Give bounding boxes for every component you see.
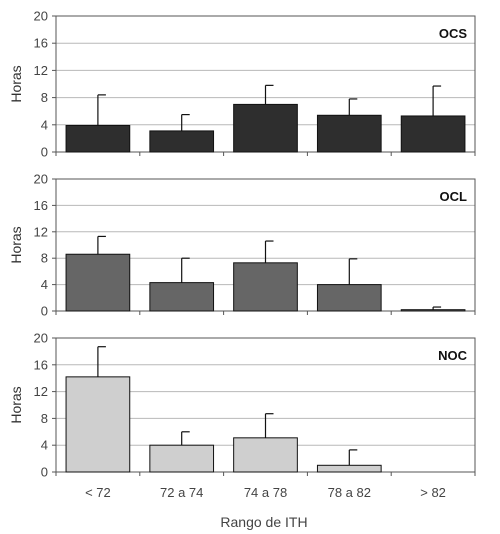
chart-panel-ocl: 0 4 8 12 16 20 Horas OCL	[8, 172, 476, 319]
panel-title: OCL	[440, 189, 468, 204]
y-tick-label: 8	[41, 411, 48, 426]
panel-title: OCS	[439, 26, 468, 41]
bar	[65, 253, 131, 312]
y-tick-label: 16	[34, 198, 48, 213]
x-tick-label: < 72	[85, 485, 111, 500]
x-axis-label: Rango de ITH	[220, 514, 307, 530]
bar	[65, 124, 131, 153]
bar	[316, 284, 382, 312]
y-axis-label: Horas	[8, 65, 24, 102]
bar	[233, 437, 298, 473]
y-tick-label: 16	[34, 357, 48, 372]
y-tick-label: 0	[41, 304, 48, 319]
panel-title: NOC	[438, 348, 468, 363]
y-tick-label: 4	[41, 117, 48, 132]
bar	[149, 444, 215, 473]
bar	[65, 376, 131, 473]
y-tick-label: 12	[34, 63, 48, 78]
y-tick-label: 4	[41, 277, 48, 292]
y-axis-label: Horas	[8, 386, 24, 423]
bar	[400, 115, 466, 153]
chart-panel-noc: 0 4 8 12 16 20 Horas NOC	[8, 331, 476, 480]
y-tick-label: 12	[34, 224, 48, 239]
y-tick-label: 20	[34, 9, 48, 24]
y-tick-label: 20	[34, 172, 48, 187]
y-tick-label: 8	[41, 251, 48, 266]
bar	[316, 464, 382, 473]
bar	[149, 282, 215, 312]
y-tick-label: 4	[41, 438, 48, 453]
y-tick-label: 8	[41, 90, 48, 105]
bar	[233, 103, 298, 153]
y-axis-label: Horas	[8, 226, 24, 263]
y-tick-label: 0	[41, 145, 48, 160]
bar	[316, 114, 382, 153]
bar	[400, 309, 466, 312]
bar	[233, 262, 298, 312]
x-tick-label: 74 a 78	[244, 485, 287, 500]
y-tick-label: 16	[34, 36, 48, 51]
y-tick-label: 0	[41, 465, 48, 480]
bar	[149, 130, 215, 153]
x-tick-label: > 82	[420, 485, 446, 500]
x-tick-label: 72 a 74	[160, 485, 203, 500]
x-tick-label: 78 a 82	[328, 485, 371, 500]
y-tick-label: 20	[34, 331, 48, 346]
y-tick-label: 12	[34, 384, 48, 399]
chart-panel-ocs: 0 4 8 12 16 20 Horas OCS	[8, 9, 476, 160]
